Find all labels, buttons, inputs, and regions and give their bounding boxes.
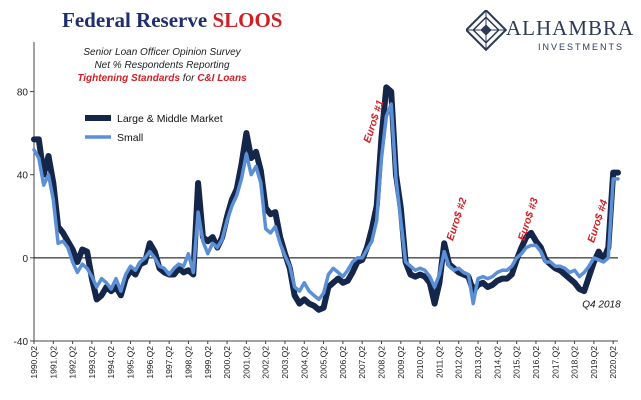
- x-tick-label: 2003.Q2: [280, 346, 290, 379]
- x-tick-label: 2013.Q2: [473, 346, 483, 379]
- series-line-1: [32, 102, 620, 306]
- y-tick-label: 0: [22, 254, 28, 265]
- x-tick-label: 2018.Q2: [570, 346, 580, 379]
- x-tick-label: 1991.Q2: [48, 346, 58, 379]
- x-tick-label: 1993.Q2: [87, 346, 97, 379]
- x-tick-label: 2012.Q2: [454, 346, 464, 379]
- x-tick-label: 1999.Q2: [203, 346, 213, 379]
- x-tick-label: 1994.Q2: [106, 346, 116, 379]
- brand-subtitle: INVESTMENTS: [538, 42, 625, 52]
- subtitle-line-3: Tightening Standards for C&I Loans: [77, 73, 247, 84]
- annotation-2: Euro$ #3: [516, 196, 541, 242]
- y-tick-label: -40: [14, 337, 29, 348]
- x-tick-label: 2014.Q2: [492, 346, 502, 379]
- chart-subtitle: Senior Loan Officer Opinion Survey Net %…: [60, 46, 264, 85]
- legend-label-1: Small: [117, 132, 143, 144]
- x-tick-label: 2017.Q2: [550, 346, 560, 379]
- x-tick-label: 2010.Q2: [415, 346, 425, 379]
- subtitle-line-2: Net % Respondents Reporting: [94, 60, 230, 71]
- x-tick-label: 2002.Q2: [261, 346, 271, 379]
- legend-label-0: Large & Middle Market: [117, 113, 223, 125]
- x-tick-label: 1992.Q2: [68, 346, 78, 379]
- x-tick-label: 1998.Q2: [183, 346, 193, 379]
- x-tick-label: 2011.Q2: [434, 346, 444, 378]
- x-tick-label: 2000.Q2: [222, 346, 232, 379]
- x-tick-label: 1995.Q2: [126, 346, 136, 379]
- x-tick-label: 1996.Q2: [145, 346, 155, 379]
- x-tick-label: 1990.Q2: [29, 346, 39, 379]
- x-tick-label: 2016.Q2: [531, 346, 541, 379]
- annotation-4: Q4 2018: [582, 300, 621, 311]
- annotation-1: Euro$ #2: [444, 196, 469, 242]
- alhambra-logo-icon: [466, 10, 508, 52]
- brand-name: ALHAMBRA: [506, 16, 635, 40]
- x-tick-label: 2009.Q2: [396, 346, 406, 379]
- chart-title: Federal Reserve SLOOS: [62, 8, 283, 32]
- series-line-0: [31, 84, 621, 313]
- x-tick-label: 1997.Q2: [164, 346, 174, 379]
- y-tick-label: 40: [17, 171, 29, 182]
- x-tick-label: 2007.Q2: [357, 346, 367, 379]
- subtitle-line-1: Senior Loan Officer Opinion Survey: [83, 47, 241, 58]
- x-tick-label: 2001.Q2: [241, 346, 251, 379]
- x-tick-label: 2004.Q2: [299, 346, 309, 379]
- x-tick-label: 2019.Q2: [589, 346, 599, 379]
- x-tick-label: 2020.Q2: [608, 346, 618, 379]
- x-tick-label: 2006.Q2: [338, 346, 348, 379]
- y-tick-label: 80: [17, 88, 29, 99]
- x-tick-label: 2015.Q2: [512, 346, 522, 379]
- x-tick-label: 2008.Q2: [377, 346, 387, 379]
- x-tick-label: 2005.Q2: [319, 346, 329, 379]
